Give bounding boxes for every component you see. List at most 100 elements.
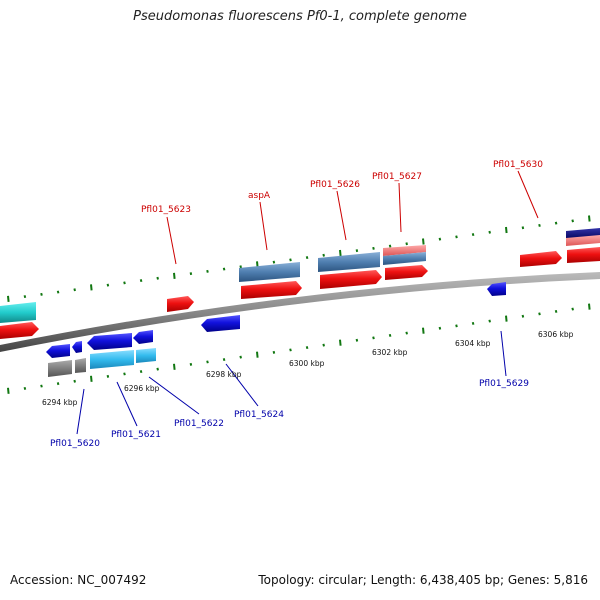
minor-tick — [156, 276, 159, 280]
gene-label-pfl01-5620[interactable]: Pfl01_5620 — [50, 439, 100, 449]
gene-label-pfl01-5623[interactable]: Pfl01_5623 — [141, 205, 191, 215]
minor-tick — [222, 267, 226, 271]
minor-tick — [538, 312, 541, 316]
gene-pfl01-5620[interactable] — [46, 344, 70, 358]
minor-tick — [322, 343, 325, 347]
minor-tick — [56, 382, 60, 386]
minor-tick — [23, 386, 27, 390]
scale-label: 6298 kbp — [206, 370, 242, 379]
major-tick — [505, 315, 508, 322]
gene-pfl01-5620-small[interactable] — [72, 341, 82, 353]
gene-pfl01-5627[interactable] — [385, 265, 428, 280]
minor-tick — [189, 362, 193, 366]
gene-labels: Pfl01_5623 aspA Pfl01_5626 Pfl01_5627 Pf… — [50, 160, 543, 449]
minor-tick — [405, 242, 408, 246]
major-tick — [90, 375, 93, 382]
major-tick — [339, 339, 342, 346]
minor-tick — [388, 333, 392, 337]
major-tick — [422, 327, 425, 334]
scale-ticks — [7, 215, 591, 394]
gene-pfl01-5629[interactable] — [487, 282, 506, 296]
gene-pfl01-5627-light[interactable] — [383, 245, 426, 256]
major-tick — [7, 295, 10, 302]
minor-tick — [106, 374, 110, 378]
gene-pfl01-5626[interactable] — [320, 270, 382, 289]
cds-pfl01-5626[interactable] — [318, 252, 380, 272]
minor-tick — [488, 319, 491, 323]
minor-tick — [438, 237, 442, 241]
scale-label: 6296 kbp — [124, 384, 160, 393]
minor-tick — [455, 235, 458, 239]
minor-tick — [521, 314, 525, 318]
minor-tick — [40, 292, 43, 296]
minor-tick — [521, 226, 525, 230]
minor-tick — [189, 272, 193, 276]
label-leaders — [76, 170, 539, 435]
minor-tick — [206, 360, 209, 364]
gene-asp-a[interactable] — [241, 281, 302, 299]
minor-tick — [554, 309, 558, 313]
minor-tick — [123, 372, 126, 376]
minor-tick — [272, 260, 276, 264]
minor-tick — [222, 358, 226, 362]
major-tick — [588, 215, 591, 222]
gene-pfl01-5621[interactable] — [87, 333, 132, 350]
major-tick — [90, 284, 93, 291]
gene-label-pfl01-5626[interactable]: Pfl01_5626 — [310, 180, 360, 190]
minor-tick — [405, 331, 408, 335]
scale-label: 6302 kbp — [372, 348, 408, 357]
minor-tick — [438, 326, 442, 330]
minor-tick — [488, 230, 491, 234]
gene-grey-5620[interactable] — [48, 360, 72, 377]
gene-label-pfl01-5624[interactable]: Pfl01_5624 — [234, 410, 284, 420]
minor-tick — [471, 321, 475, 325]
genome-backbone — [0, 272, 600, 352]
gene-lightblue-5621[interactable] — [90, 350, 134, 369]
gene-red-left[interactable] — [0, 322, 39, 339]
minor-tick — [73, 288, 76, 292]
genome-summary: Topology: circular; Length: 6,438,405 bp… — [258, 573, 588, 587]
major-tick — [173, 363, 176, 370]
gene-pfl01-5630[interactable] — [520, 251, 562, 267]
minor-tick — [538, 223, 541, 227]
major-tick — [173, 272, 176, 279]
gene-pfl01-5623[interactable] — [167, 296, 194, 312]
gene-label-asp-a[interactable]: aspA — [248, 191, 271, 201]
minor-tick — [455, 324, 458, 328]
reverse-features — [46, 282, 506, 377]
map-title: Pseudomonas fluorescens Pf0-1, complete … — [133, 9, 467, 24]
scale-labels: 6294 kbp 6296 kbp 6298 kbp 6300 kbp 6302… — [42, 330, 574, 407]
minor-tick — [56, 290, 60, 294]
minor-tick — [123, 281, 126, 285]
gene-label-pfl01-5630[interactable]: Pfl01_5630 — [493, 160, 543, 170]
gene-label-pfl01-5629[interactable]: Pfl01_5629 — [479, 379, 529, 389]
gene-lightred-right[interactable] — [566, 235, 600, 246]
major-tick — [588, 303, 591, 310]
minor-tick — [206, 269, 209, 273]
scale-label: 6306 kbp — [538, 330, 574, 339]
scale-label: 6304 kbp — [455, 339, 491, 348]
scale-label: 6300 kbp — [289, 359, 325, 368]
gene-grey-5620b[interactable] — [75, 358, 86, 373]
gene-pfl01-5624[interactable] — [201, 315, 240, 332]
minor-tick — [305, 256, 309, 260]
major-tick — [422, 238, 425, 245]
gene-label-pfl01-5627[interactable]: Pfl01_5627 — [372, 172, 422, 182]
major-tick — [7, 387, 10, 394]
minor-tick — [355, 249, 359, 253]
minor-tick — [139, 370, 143, 374]
gene-red-right[interactable] — [567, 247, 600, 263]
gene-label-pfl01-5621[interactable]: Pfl01_5621 — [111, 430, 161, 440]
gene-pfl01-5622[interactable] — [133, 330, 153, 344]
gene-label-pfl01-5622[interactable]: Pfl01_5622 — [174, 419, 224, 429]
gene-lightblue-5622[interactable] — [136, 348, 156, 363]
minor-tick — [239, 355, 242, 359]
cds-pfl01-5627[interactable] — [383, 252, 426, 265]
cds-asp-a[interactable] — [239, 262, 300, 282]
major-tick — [256, 351, 259, 358]
gene-cyan-feature[interactable] — [0, 302, 36, 323]
minor-tick — [23, 295, 27, 299]
minor-tick — [272, 350, 276, 354]
minor-tick — [388, 244, 392, 248]
